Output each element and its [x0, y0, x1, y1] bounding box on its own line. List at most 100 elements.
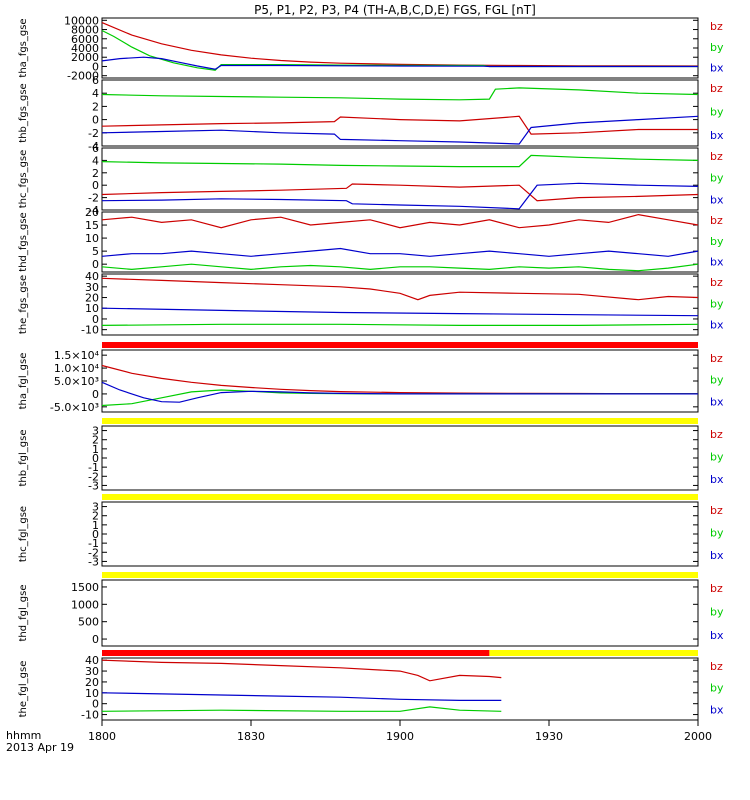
series-by [101, 706, 502, 712]
series-by [101, 87, 699, 101]
legend-by: by [710, 682, 724, 695]
panel-thd_fgl_gse: 1500 1000 500 0 thd_fgl_gse bz by bx [18, 579, 724, 647]
series-bz [101, 659, 502, 682]
y-tick-label: -2 [88, 192, 99, 205]
status-bar-segment [102, 418, 698, 424]
legend-bz: bz [710, 276, 723, 289]
legend-by: by [710, 527, 724, 540]
y-tick-label: 0 [92, 528, 99, 541]
y-tick-label: 20 [85, 676, 99, 689]
y-tick-label: 0 [92, 313, 99, 326]
y-tick-label: 10 [85, 687, 99, 700]
y-tick-label: 0 [92, 388, 99, 401]
y-tick-label: 1 [92, 443, 99, 456]
x-tick-label: 2000 [684, 730, 712, 743]
status-bar-segment [102, 572, 698, 578]
series-bx [101, 247, 699, 257]
legend-by: by [710, 41, 724, 54]
series-bz [101, 277, 699, 301]
y-tick-label: 2000 [71, 51, 99, 64]
y-tick-label: 10 [85, 302, 99, 315]
y-tick-label: 1000 [71, 598, 99, 611]
y-tick-label: 4 [92, 154, 99, 167]
panel-frame [101, 17, 699, 79]
legend-bz: bz [710, 582, 723, 595]
legend-bx: bx [710, 549, 724, 562]
y-tick-label: 0 [92, 114, 99, 127]
legend-bz: bz [710, 150, 723, 163]
panel-frame [101, 273, 699, 336]
y-tick-label: 0 [92, 452, 99, 465]
y-tick-label: 3 [92, 501, 99, 514]
y-tick-label: -2 [88, 470, 99, 483]
series-by [101, 154, 699, 168]
panel-frame [101, 79, 699, 147]
status-bar-segment [102, 650, 490, 656]
legend-bz: bz [710, 428, 723, 441]
y-tick-label: 2 [92, 167, 99, 180]
legend-bx: bx [710, 395, 724, 408]
y-tick-label: 15 [85, 219, 99, 232]
y-tick-label: 0 [92, 179, 99, 192]
y-tick-label: 20 [85, 292, 99, 305]
legend-bx: bx [710, 193, 724, 206]
y-axis-label: thd_fgl_gse [18, 585, 29, 642]
series-by [101, 263, 699, 272]
y-tick-label: -5.0×10³ [50, 401, 99, 414]
y-axis-label: the_fgs_gse [18, 275, 29, 334]
y-axis-label: the_fgl_gse [18, 661, 29, 718]
series-bx [101, 56, 698, 70]
y-tick-label: 40 [85, 654, 99, 667]
y-tick-label: 5 [92, 245, 99, 258]
y-tick-label: 0 [92, 258, 99, 271]
series-by [101, 323, 699, 326]
y-tick-label: -10 [81, 324, 99, 337]
series-bx [101, 692, 502, 702]
x-tick-label: 1930 [535, 730, 563, 743]
y-tick-label: 2 [92, 510, 99, 523]
y-tick-label: 10000 [64, 14, 99, 27]
y-tick-label: 3 [92, 425, 99, 438]
y-axis-label: thc_fgs_gse [18, 150, 29, 209]
legend-bx: bx [710, 256, 724, 269]
y-tick-label: 2 [92, 100, 99, 113]
y-tick-label: -3 [88, 479, 99, 492]
legend-bz: bz [710, 82, 723, 95]
y-axis-label: tha_fgs_gse [18, 18, 29, 77]
y-tick-label: 6 [92, 74, 99, 87]
series-bx [101, 182, 699, 210]
status-bar-segment [489, 650, 698, 656]
legend-by: by [710, 297, 724, 310]
y-tick-label: -1 [88, 461, 99, 474]
legend-bz: bz [710, 660, 723, 673]
panel-frame [101, 147, 699, 211]
y-tick-label: 4 [92, 87, 99, 100]
y-axis-label: thb_fgs_gse [18, 83, 29, 142]
legend-bz: bz [710, 352, 723, 365]
y-tick-label: 500 [78, 616, 99, 629]
legend-bx: bx [710, 319, 724, 332]
series-bx [101, 307, 699, 317]
y-axis-label: thc_fgl_gse [18, 506, 29, 562]
y-axis-label: thb_fgl_gse [18, 430, 29, 487]
x-tick-label: 1830 [237, 730, 265, 743]
footer-hhmm: hhmm [6, 729, 41, 742]
y-tick-label: 1.5×10⁴ [54, 349, 100, 362]
y-tick-label: -2 [88, 127, 99, 140]
y-tick-label: 0 [92, 633, 99, 646]
y-tick-label: 2 [92, 434, 99, 447]
legend-bx: bx [710, 473, 724, 486]
panel-frame [101, 501, 699, 567]
y-tick-label: 40 [85, 270, 99, 283]
y-tick-label: -2000 [67, 70, 99, 83]
